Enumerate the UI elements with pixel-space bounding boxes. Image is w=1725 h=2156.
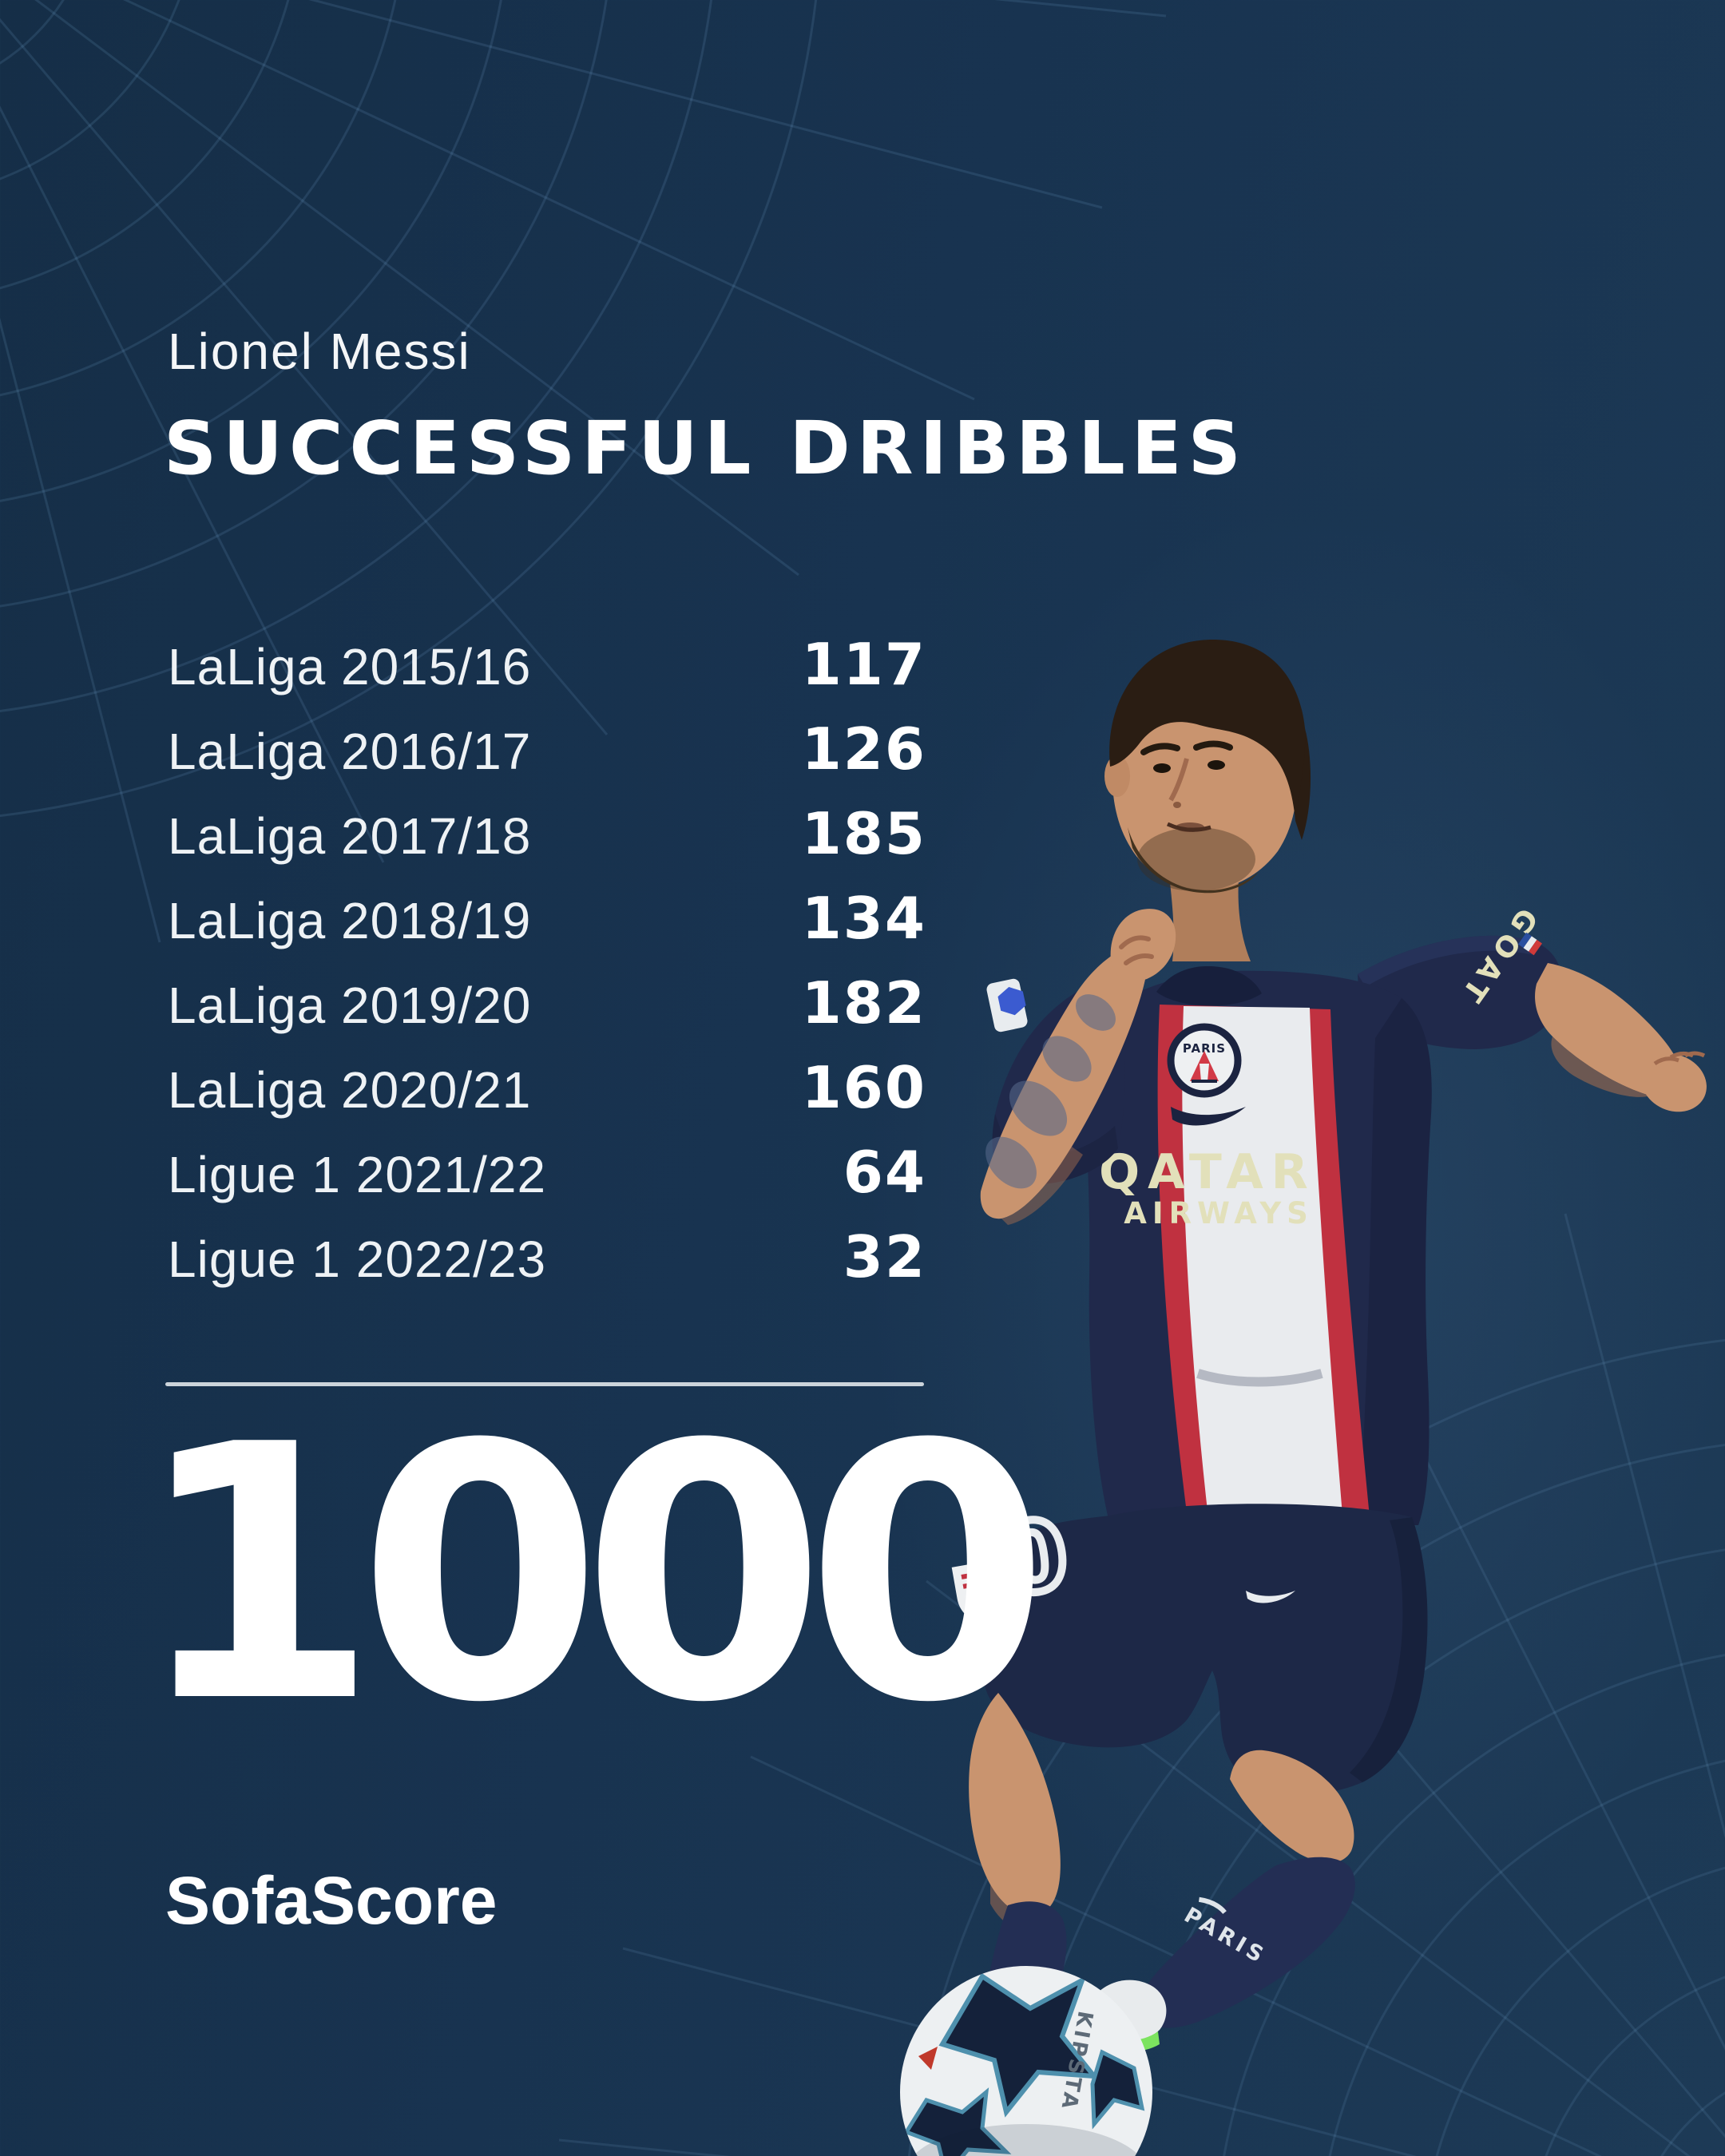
jersey-sponsor-line1: QATAR <box>1099 1144 1316 1200</box>
brand-logo: SofaScore <box>165 1863 498 1938</box>
total-value: 1000 <box>134 1370 1050 1779</box>
stat-row: LaLiga 2017/18 185 <box>168 800 926 867</box>
player-head <box>1104 640 1311 961</box>
stat-value: 117 <box>801 631 926 698</box>
stat-value: 160 <box>801 1054 926 1121</box>
stat-row: Ligue 1 2022/23 32 <box>168 1223 926 1290</box>
stat-value: 126 <box>801 715 926 783</box>
stat-value: 64 <box>843 1139 926 1206</box>
stat-label: Ligue 1 2021/22 <box>168 1146 547 1203</box>
stat-row: Ligue 1 2021/22 64 <box>168 1139 926 1206</box>
player-photo: GOAT PARIS QATAR AIRWAYS <box>900 640 1707 2156</box>
stat-label: Ligue 1 2022/23 <box>168 1231 547 1288</box>
jersey-white-stripe <box>1182 1006 1343 1525</box>
stat-label: LaLiga 2017/18 <box>168 807 532 865</box>
stat-value: 182 <box>801 969 926 1036</box>
player-right-forearm <box>1535 963 1683 1097</box>
player-fist <box>1641 1053 1707 1112</box>
tattoo-sleeve <box>985 994 1116 1189</box>
stat-row: LaLiga 2020/21 160 <box>168 1054 926 1121</box>
shorts-swoosh-icon <box>1246 1591 1295 1603</box>
psg-crest: PARIS <box>1167 1023 1242 1098</box>
divider <box>165 1382 924 1386</box>
stat-label: LaLiga 2016/17 <box>168 723 532 780</box>
player-name: Lionel Messi <box>168 323 471 380</box>
stat-row: LaLiga 2015/16 117 <box>168 631 926 698</box>
stat-value: 32 <box>843 1223 926 1290</box>
stat-row: LaLiga 2016/17 126 <box>168 715 926 783</box>
player-hair <box>1109 640 1307 821</box>
stat-value: 134 <box>801 885 926 952</box>
player-left-forearm <box>980 909 1176 1225</box>
player-right-sock <box>1140 1857 1355 2028</box>
player-beard <box>1128 827 1259 894</box>
jersey-sponsor-line2: AIRWAYS <box>1124 1196 1314 1231</box>
page-title: SUCCESSFUL DRIBBLES <box>164 406 1247 491</box>
stat-value: 185 <box>801 800 926 867</box>
france-flag-patch <box>1518 932 1542 956</box>
grid-top-left <box>0 0 1167 943</box>
nike-swoosh-icon <box>1171 1107 1246 1126</box>
stat-row: LaLiga 2018/19 134 <box>168 885 926 952</box>
stat-label: LaLiga 2015/16 <box>168 638 532 696</box>
stat-label: LaLiga 2018/19 <box>168 892 532 949</box>
football: KIPSTA <box>900 1966 1152 2156</box>
crest-paris-text: PARIS <box>1183 1041 1226 1056</box>
player-jersey: PARIS QATAR AIRWAYS <box>1078 966 1432 1525</box>
stat-label: LaLiga 2020/21 <box>168 1061 532 1119</box>
stat-row: LaLiga 2019/20 182 <box>168 969 926 1036</box>
jersey-collar <box>1156 966 1262 1006</box>
stat-label: LaLiga 2019/20 <box>168 977 532 1034</box>
